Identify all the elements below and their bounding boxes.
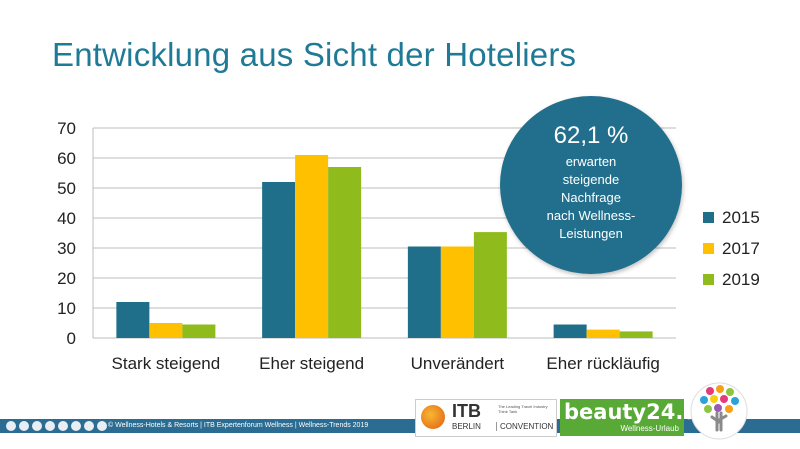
- x-category-label: Eher rückläufig: [546, 354, 659, 373]
- y-tick-label: 20: [57, 269, 76, 288]
- bar-2017: [586, 329, 620, 338]
- footer-dots: [6, 421, 107, 431]
- bar-2017: [149, 323, 183, 338]
- x-category-label: Stark steigend: [112, 354, 221, 373]
- beauty24-logo-word: beauty24.de: [564, 400, 713, 424]
- y-tick-label: 10: [57, 299, 76, 318]
- itb-logo-convention: CONVENTION: [496, 422, 553, 431]
- bar-2017: [295, 155, 329, 338]
- highlight-callout: 62,1 % erwarten steigende Nachfrage nach…: [500, 96, 682, 274]
- footer-dot: [71, 421, 81, 431]
- legend-swatch: [703, 212, 714, 223]
- callout-line: erwarten: [565, 154, 617, 169]
- callout-line: steigende: [562, 172, 620, 187]
- itb-logo: ITB BERLIN The Leading Travel Industry T…: [415, 399, 557, 437]
- y-tick-label: 0: [67, 329, 76, 348]
- y-tick-label: 40: [57, 209, 76, 228]
- footer-dot: [58, 421, 68, 431]
- footer-dot: [84, 421, 94, 431]
- footer-dot: [19, 421, 29, 431]
- bar-2019: [473, 232, 507, 338]
- legend-label: 2017: [722, 238, 760, 258]
- itb-logo-tagline: The Leading Travel Industry Think Tank: [498, 404, 548, 414]
- footer-dot: [97, 421, 107, 431]
- y-tick-label: 60: [57, 149, 76, 168]
- legend-item-2015: 2015: [703, 202, 760, 233]
- beauty24-logo-sub: Wellness-Urlaub: [620, 424, 679, 433]
- tree-icon: [690, 382, 748, 440]
- x-category-label: Unverändert: [411, 354, 505, 373]
- bar-2019: [619, 331, 653, 338]
- page-title: Entwicklung aus Sicht der Hoteliers: [52, 36, 577, 73]
- itb-logo-sub: BERLIN: [452, 422, 481, 431]
- callout-value: 62,1 %: [553, 122, 629, 149]
- bar-2015: [407, 246, 441, 338]
- y-tick-label: 50: [57, 179, 76, 198]
- itb-logo-word: ITB: [452, 401, 481, 421]
- footer-text: © Wellness-Hotels & Resorts | ITB Expert…: [108, 422, 369, 429]
- x-category-label: Eher steigend: [259, 354, 364, 373]
- beauty24-logo: beauty24.de Wellness-Urlaub: [560, 399, 713, 436]
- bar-2017: [440, 246, 474, 338]
- legend-label: 2019: [722, 269, 760, 289]
- footer-dot: [6, 421, 16, 431]
- bar-2015: [262, 182, 296, 338]
- globe-icon: [421, 405, 445, 429]
- bar-2019: [182, 324, 216, 338]
- footer-dot: [32, 421, 42, 431]
- legend-item-2017: 2017: [703, 233, 760, 264]
- chart-legend: 2015 2017 2019: [703, 202, 760, 295]
- legend-swatch: [703, 243, 714, 254]
- callout-line: Leistungen: [559, 226, 623, 241]
- bar-2019: [328, 167, 362, 338]
- bar-2015: [553, 324, 587, 338]
- legend-label: 2015: [722, 207, 760, 227]
- legend-item-2019: 2019: [703, 264, 760, 295]
- y-tick-label: 70: [57, 119, 76, 138]
- callout-line: Nachfrage: [561, 190, 621, 205]
- footer-dot: [45, 421, 55, 431]
- legend-swatch: [703, 274, 714, 285]
- bar-2015: [116, 302, 150, 338]
- y-tick-label: 30: [57, 239, 76, 258]
- callout-line: nach Wellness-: [546, 208, 636, 223]
